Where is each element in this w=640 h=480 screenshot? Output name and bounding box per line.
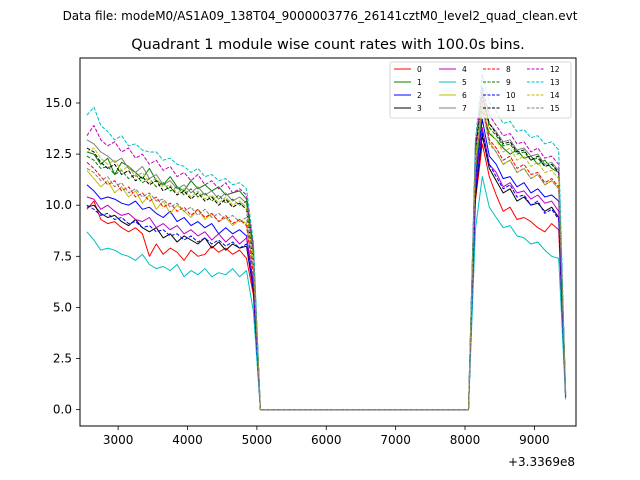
series-line-14 xyxy=(86,98,567,411)
legend-label-2: 2 xyxy=(417,91,422,100)
x-tick-label: 3000 xyxy=(103,433,134,447)
series-layer xyxy=(86,73,567,411)
series-line-5 xyxy=(86,176,567,411)
x-offset-label: +3.3369e8 xyxy=(508,455,575,469)
legend-label-6: 6 xyxy=(462,91,467,100)
legend-label-10: 10 xyxy=(506,91,516,100)
x-tick-label: 5000 xyxy=(242,433,273,447)
legend-label-1: 1 xyxy=(417,78,422,87)
x-tick-label: 7000 xyxy=(380,433,411,447)
x-tick-label: 8000 xyxy=(450,433,481,447)
x-tick-label: 6000 xyxy=(311,433,342,447)
series-line-2 xyxy=(86,118,567,411)
y-axis: 0.0 2.5 5.0 7.5 10.0 12.5 15.0 xyxy=(45,96,80,417)
series-line-10 xyxy=(86,131,567,411)
y-tick-label: 7.5 xyxy=(53,249,72,263)
series-line-11 xyxy=(86,98,567,411)
series-line-7 xyxy=(86,90,567,411)
series-line-13 xyxy=(86,73,567,411)
series-line-4 xyxy=(86,127,567,411)
y-tick-label: 12.5 xyxy=(45,147,72,161)
legend-label-4: 4 xyxy=(462,65,467,74)
series-line-8 xyxy=(86,102,567,411)
legend-box xyxy=(389,61,572,119)
y-tick-label: 0.0 xyxy=(53,403,72,417)
axes-frame xyxy=(79,57,577,427)
y-tick-label: 10.0 xyxy=(45,198,72,212)
legend-label-12: 12 xyxy=(550,65,560,74)
legend-label-3: 3 xyxy=(417,104,422,113)
suptitle: Data file: modeM0/AS1A09_138T04_90000037… xyxy=(63,9,578,23)
legend-label-9: 9 xyxy=(506,78,511,87)
chart-title: Quadrant 1 module wise count rates with … xyxy=(131,37,525,53)
legend-label-13: 13 xyxy=(550,78,560,87)
y-tick-label: 15.0 xyxy=(45,96,72,110)
plot-area xyxy=(86,73,567,411)
legend-label-14: 14 xyxy=(550,91,560,100)
series-line-12 xyxy=(86,86,567,411)
y-tick-label: 2.5 xyxy=(53,352,72,366)
legend-label-8: 8 xyxy=(506,65,511,74)
series-line-1 xyxy=(86,110,567,411)
x-tick-label: 4000 xyxy=(172,433,203,447)
legend-label-15: 15 xyxy=(550,104,560,113)
legend-label-7: 7 xyxy=(462,104,467,113)
series-line-9 xyxy=(86,94,567,411)
series-line-15 xyxy=(86,106,567,411)
y-tick-label: 5.0 xyxy=(53,300,72,314)
legend-label-5: 5 xyxy=(462,78,467,87)
legend-label-0: 0 xyxy=(417,65,422,74)
legend-label-11: 11 xyxy=(506,104,516,113)
x-tick-label: 9000 xyxy=(519,433,550,447)
x-axis: 3000 4000 5000 6000 7000 8000 9000 xyxy=(103,426,550,447)
series-line-3 xyxy=(86,135,567,411)
series-line-0 xyxy=(86,143,567,411)
